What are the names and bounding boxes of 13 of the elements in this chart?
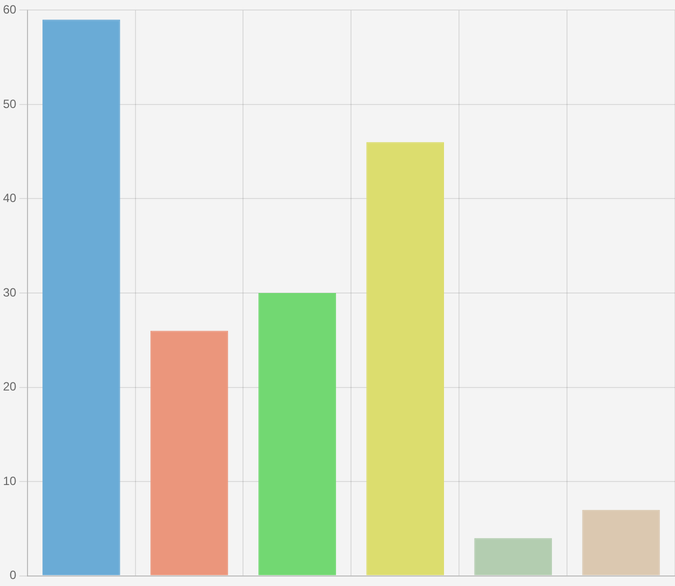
bar <box>42 20 120 576</box>
y-tick-label: 30 <box>2 285 17 300</box>
y-tick-label: 60 <box>2 2 17 17</box>
bar <box>150 330 228 576</box>
bar <box>474 538 552 576</box>
bar <box>582 510 660 576</box>
y-tick-label: 10 <box>2 474 17 488</box>
y-tick-label: 20 <box>2 380 17 394</box>
bar <box>366 142 444 576</box>
y-tick-label: 50 <box>2 96 17 111</box>
bar <box>258 293 336 576</box>
y-tick-label: 40 <box>2 191 17 206</box>
y-tick-label: 0 <box>10 568 17 582</box>
